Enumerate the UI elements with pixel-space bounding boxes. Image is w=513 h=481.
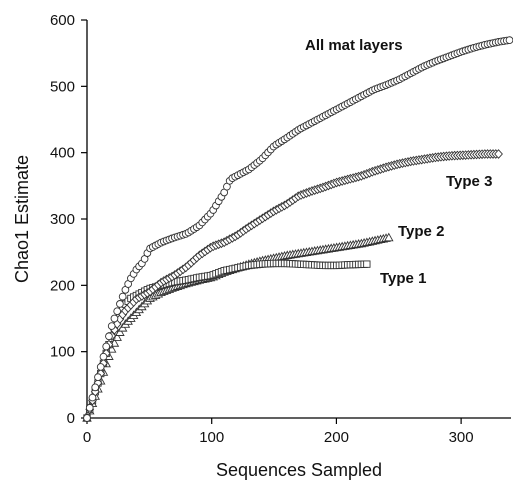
- x-tick-label: 100: [199, 429, 224, 446]
- point-type-2: [384, 232, 394, 242]
- x-tick-label: 300: [449, 429, 474, 446]
- point-all-mat-layers: [88, 393, 97, 402]
- x-tick-label: 0: [83, 429, 91, 446]
- y-tick-label: 100: [50, 344, 75, 361]
- y-tick-label: 0: [67, 410, 75, 427]
- point-all-mat-layers: [505, 36, 513, 44]
- y-tick-label: 400: [50, 145, 75, 162]
- series-layer: [82, 36, 513, 423]
- point-all-mat-layers: [107, 322, 116, 330]
- point-all-mat-layers: [118, 292, 127, 301]
- y-tick-label: 500: [50, 78, 75, 95]
- point-type-3: [494, 149, 503, 159]
- series-labels: All mat layers Type 3 Type 2 Type 1: [305, 37, 492, 287]
- label-type-3: Type 3: [446, 173, 492, 190]
- x-axis-title: Sequences Sampled: [216, 460, 382, 480]
- point-all-mat-layers: [116, 300, 124, 308]
- y-tick-label: 200: [50, 277, 75, 294]
- point-all-mat-layers: [110, 314, 119, 323]
- point-all-mat-layers: [83, 414, 91, 422]
- plot-frame: [86, 20, 511, 419]
- point-all-mat-layers: [94, 373, 102, 381]
- point-all-mat-layers: [113, 307, 122, 316]
- series-type-3: [82, 149, 503, 423]
- x-axis-ticks: 0 100 200 300: [83, 418, 474, 446]
- label-type-1: Type 1: [380, 270, 426, 287]
- x-tick-label: 200: [324, 429, 349, 446]
- point-type-1: [363, 260, 371, 268]
- point-all-mat-layers: [99, 352, 108, 361]
- y-axis-ticks: 0 100 200 300 400 500 600: [50, 12, 87, 427]
- point-all-mat-layers: [102, 342, 111, 351]
- y-axis-title: Chao1 Estimate: [12, 155, 32, 283]
- point-all-mat-layers: [85, 403, 94, 412]
- point-all-mat-layers: [105, 332, 113, 341]
- series-all-mat-layers: [83, 36, 513, 422]
- point-all-mat-layers: [96, 363, 105, 371]
- y-tick-label: 600: [50, 12, 75, 29]
- label-all-mat-layers: All mat layers: [305, 37, 403, 54]
- label-type-2: Type 2: [398, 223, 444, 240]
- point-all-mat-layers: [91, 383, 100, 392]
- y-tick-label: 300: [50, 211, 75, 228]
